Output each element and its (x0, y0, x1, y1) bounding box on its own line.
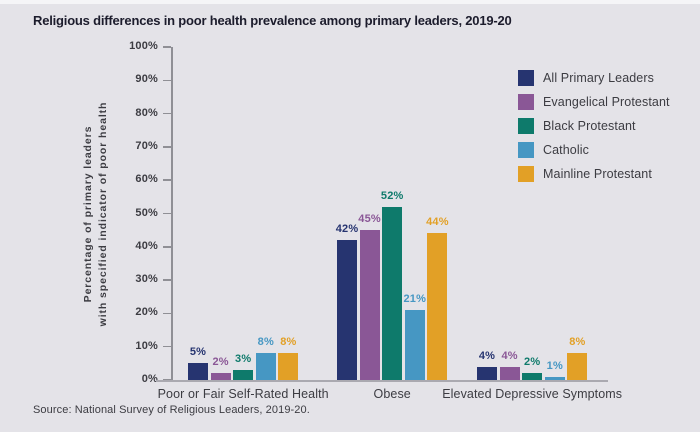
y-axis-tick-label: 10% (135, 339, 158, 352)
bar-value-label: 8% (257, 336, 274, 349)
bar (544, 376, 565, 380)
source-note: Source: National Survey of Religious Lea… (33, 404, 310, 416)
category-label: Obese (373, 387, 411, 401)
bar-value-label: 8% (280, 336, 297, 349)
legend-label: Mainline Protestant (543, 167, 652, 181)
y-axis-tick (163, 46, 171, 48)
bar (522, 373, 543, 380)
bar (404, 310, 425, 380)
bar (233, 370, 254, 380)
bar-value-label: 45% (358, 213, 381, 226)
y-axis-tick-label: 0% (141, 373, 158, 385)
legend-label: Catholic (543, 143, 589, 157)
y-axis-tick (163, 79, 171, 82)
bar (477, 366, 497, 380)
y-axis-tick (163, 312, 171, 315)
category-label: Poor or Fair Self-Rated Health (157, 387, 329, 401)
bar (359, 230, 380, 380)
y-axis-tick (163, 246, 171, 248)
y-axis-title: Percentage of primary leaders with speci… (81, 102, 111, 327)
x-axis-line (156, 380, 608, 382)
y-axis-line (171, 47, 173, 381)
bar-value-label: 1% (546, 359, 563, 372)
bar-value-label: 3% (235, 353, 252, 365)
y-axis-title-line1: Percentage of primary leaders (82, 125, 94, 303)
y-axis-tick-label: 100% (129, 40, 158, 52)
bar-value-label: 2% (212, 356, 229, 369)
bar-value-label: 4% (478, 349, 496, 362)
y-axis-tick-label: 30% (135, 273, 158, 286)
bar-value-label: 52% (380, 189, 404, 202)
bar-value-label: 2% (524, 356, 541, 369)
bar (210, 373, 231, 380)
legend-swatch (518, 94, 534, 110)
legend-swatch (518, 142, 534, 158)
y-axis-tick-label: 20% (135, 306, 158, 319)
y-axis-tick-label: 70% (135, 139, 158, 152)
y-axis-tick (163, 212, 171, 215)
legend-swatch (518, 166, 534, 182)
y-axis-tick-label: 60% (135, 173, 158, 186)
y-axis-tick (163, 146, 171, 148)
legend-label: Evangelical Protestant (543, 95, 670, 109)
bar (337, 240, 357, 380)
top-edge-strip (0, 0, 700, 4)
legend-swatch (518, 118, 534, 134)
bar (567, 353, 588, 380)
legend-label: All Primary Leaders (543, 71, 654, 85)
y-axis-tick (163, 345, 171, 348)
chart-title: Religious differences in poor health pre… (33, 13, 512, 28)
y-axis-tick (163, 179, 171, 181)
bar-value-label: 8% (569, 336, 586, 349)
y-axis-tick-label: 50% (135, 206, 158, 219)
bar-value-label: 44% (426, 216, 449, 229)
y-axis-tick (163, 279, 171, 281)
y-axis-title-line2: with specified indicator of poor health (97, 101, 109, 327)
bar (188, 363, 208, 380)
bar-value-label: 42% (335, 223, 359, 236)
legend-swatch (518, 70, 534, 86)
y-axis-tick-label: 90% (135, 73, 158, 86)
bar-value-label: 4% (501, 349, 518, 362)
bar-value-label: 5% (189, 346, 207, 359)
legend-label: Black Protestant (543, 119, 636, 133)
y-axis-tick (163, 112, 171, 115)
bar (278, 353, 299, 380)
bar (499, 366, 520, 380)
bar (427, 233, 448, 380)
bar-value-label: 21% (403, 293, 427, 306)
category-label: Elevated Depressive Symptoms (442, 387, 623, 401)
y-axis-tick-label: 80% (135, 106, 158, 119)
bar (382, 206, 403, 380)
bar (255, 353, 276, 380)
y-axis-tick-label: 40% (135, 239, 158, 252)
